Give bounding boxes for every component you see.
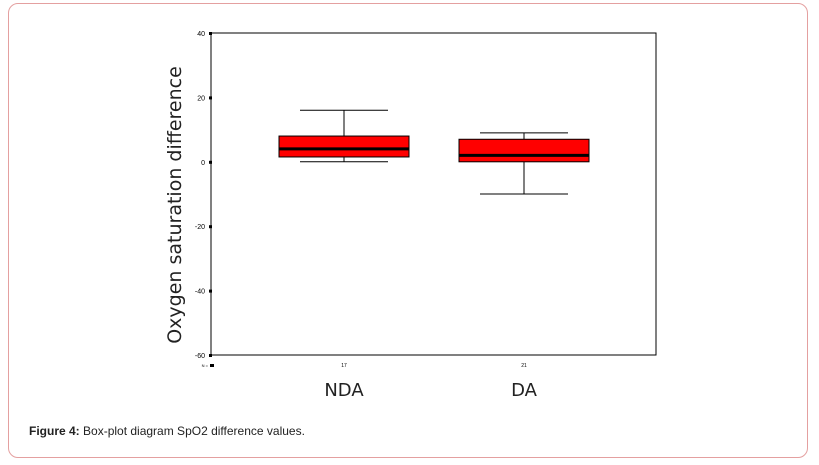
- figure-label: Figure 4:: [29, 424, 80, 438]
- n-value: 21: [521, 363, 527, 369]
- box-nda: [278, 109, 410, 163]
- figure-caption-text: Box-plot diagram SpO2 difference values.: [83, 424, 305, 438]
- figure-frame: [8, 3, 808, 458]
- plot-area: [210, 32, 657, 356]
- y-ticks: 40 20 0 -20 -40 -60: [195, 31, 212, 360]
- y-tick-mark: [209, 32, 212, 35]
- y-tick-label: -40: [195, 289, 205, 296]
- n-marker: [210, 364, 214, 367]
- y-tick-label: 0: [201, 160, 205, 167]
- iqr-box: [278, 135, 410, 158]
- boxes: [278, 109, 590, 195]
- y-tick-label: -60: [195, 353, 205, 360]
- y-tick-mark: [209, 96, 212, 100]
- box-da: [458, 132, 590, 195]
- y-tick-mark: [209, 225, 212, 229]
- y-tick-label: 20: [197, 95, 205, 102]
- y-tick-mark: [209, 354, 212, 357]
- n-value: 17: [341, 363, 347, 369]
- y-axis-label: Oxygen saturation difference: [164, 66, 186, 344]
- y-tick-mark: [209, 289, 212, 293]
- category-label: NDA: [324, 380, 364, 401]
- iqr-box: [458, 138, 590, 163]
- x-labels: 17 NDA 21 DA: [324, 363, 537, 401]
- y-tick-label: -20: [195, 224, 205, 231]
- n-label: N =: [202, 363, 209, 368]
- category-label: DA: [511, 380, 538, 401]
- y-tick-label: 40: [197, 31, 205, 38]
- figure-caption: Figure 4: Box-plot diagram SpO2 differen…: [29, 424, 305, 438]
- y-tick-mark: [209, 160, 212, 164]
- n-row: N =: [202, 363, 214, 368]
